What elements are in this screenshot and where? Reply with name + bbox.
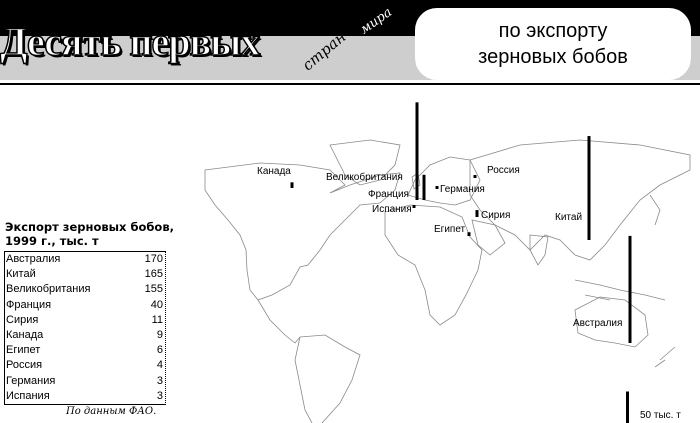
bar-Китай [587, 136, 591, 240]
table-row: Австралия 170 [5, 252, 165, 267]
australia [574, 296, 649, 348]
indonesia [574, 279, 666, 301]
table-row: Германия 3 [5, 374, 165, 389]
asia [469, 139, 691, 261]
export-value: 9 [156, 328, 163, 341]
country-name: Египет [6, 344, 41, 357]
table-title-line1: Экспорт зерновых бобов, [5, 220, 174, 234]
label-france: Франция [368, 189, 409, 200]
table-row: Великобритания 155 [5, 282, 165, 297]
bar-Австралия [628, 235, 632, 343]
india [529, 234, 549, 266]
source-note: По данным ФАО. [66, 406, 157, 417]
label-russia: Россия [487, 165, 520, 176]
subtitle-line2: зерновых бобов [478, 46, 628, 68]
export-bars [290, 102, 632, 423]
greenland [329, 139, 401, 186]
label-germany: Германия [440, 184, 485, 195]
country-name: Китай [6, 268, 36, 281]
country-name: Канада [6, 328, 44, 341]
country-name: Франция [6, 298, 52, 311]
export-value: 155 [144, 283, 163, 296]
header-rule [0, 83, 700, 85]
bar-Германия [435, 186, 439, 189]
export-value: 40 [150, 298, 163, 311]
south-america [294, 334, 361, 423]
country-name: Австралия [6, 253, 61, 265]
export-value: 11 [151, 313, 163, 326]
export-value: 3 [156, 374, 163, 387]
table-row: Китай 165 [5, 267, 165, 282]
japan [649, 194, 661, 226]
label-egypt: Египет [434, 224, 466, 235]
bar-Франция [422, 174, 426, 200]
scale-label: 50 тыс. т [640, 410, 681, 421]
country-name: Россия [6, 359, 43, 372]
export-value: 170 [144, 253, 163, 265]
central-america [257, 299, 301, 344]
table-row: Египет 6 [5, 343, 165, 358]
table-row: Канада 9 [5, 328, 165, 343]
bar-Канада [290, 182, 294, 188]
label-australia: Австралия [573, 318, 623, 329]
new-zealand [654, 346, 676, 368]
bar-Сирия [475, 210, 479, 217]
table-row: Сирия 11 [5, 313, 165, 328]
export-value: 6 [156, 344, 163, 357]
scale-bar [626, 391, 629, 423]
export-value: 4 [156, 359, 163, 372]
country-name: Германия [6, 374, 56, 387]
bar-Великобритания [415, 102, 419, 200]
country-name: Испания [6, 389, 50, 402]
export-table: Австралия 170 Китай 165 Великобритания 155 Фра… [4, 251, 166, 405]
page-title: Десять первых [0, 19, 261, 64]
africa [384, 204, 483, 326]
arabia [471, 219, 506, 256]
country-name: Великобритания [6, 283, 91, 296]
table-title: Экспорт зерновых бобов, 1999 г., тыс. т [5, 220, 174, 248]
bar-Россия [473, 175, 477, 178]
table-row: Россия 4 [5, 358, 165, 373]
bar-Испания [412, 205, 416, 208]
bar-Египет [467, 232, 471, 236]
label-china: Китай [555, 212, 583, 223]
export-value: 3 [156, 389, 163, 402]
table-row: Испания 3 [5, 389, 165, 404]
label-spain: Испания [372, 204, 412, 215]
export-value: 165 [144, 268, 163, 281]
country-name: Сирия [6, 313, 39, 326]
label-syria: Сирия [481, 210, 511, 221]
table-row: Франция 40 [5, 298, 165, 313]
subtitle-line1: по экспорту [498, 20, 608, 42]
subtitle-box: по экспорту зерновых бобов [415, 8, 691, 80]
table-title-line2: 1999 г., тыс. т [5, 234, 99, 248]
label-uk: Великобритания [326, 172, 403, 183]
europe [407, 156, 481, 206]
world-map [204, 102, 691, 423]
label-canada: Канада [257, 166, 291, 177]
north-america [204, 162, 401, 301]
continent-outlines [204, 139, 691, 423]
